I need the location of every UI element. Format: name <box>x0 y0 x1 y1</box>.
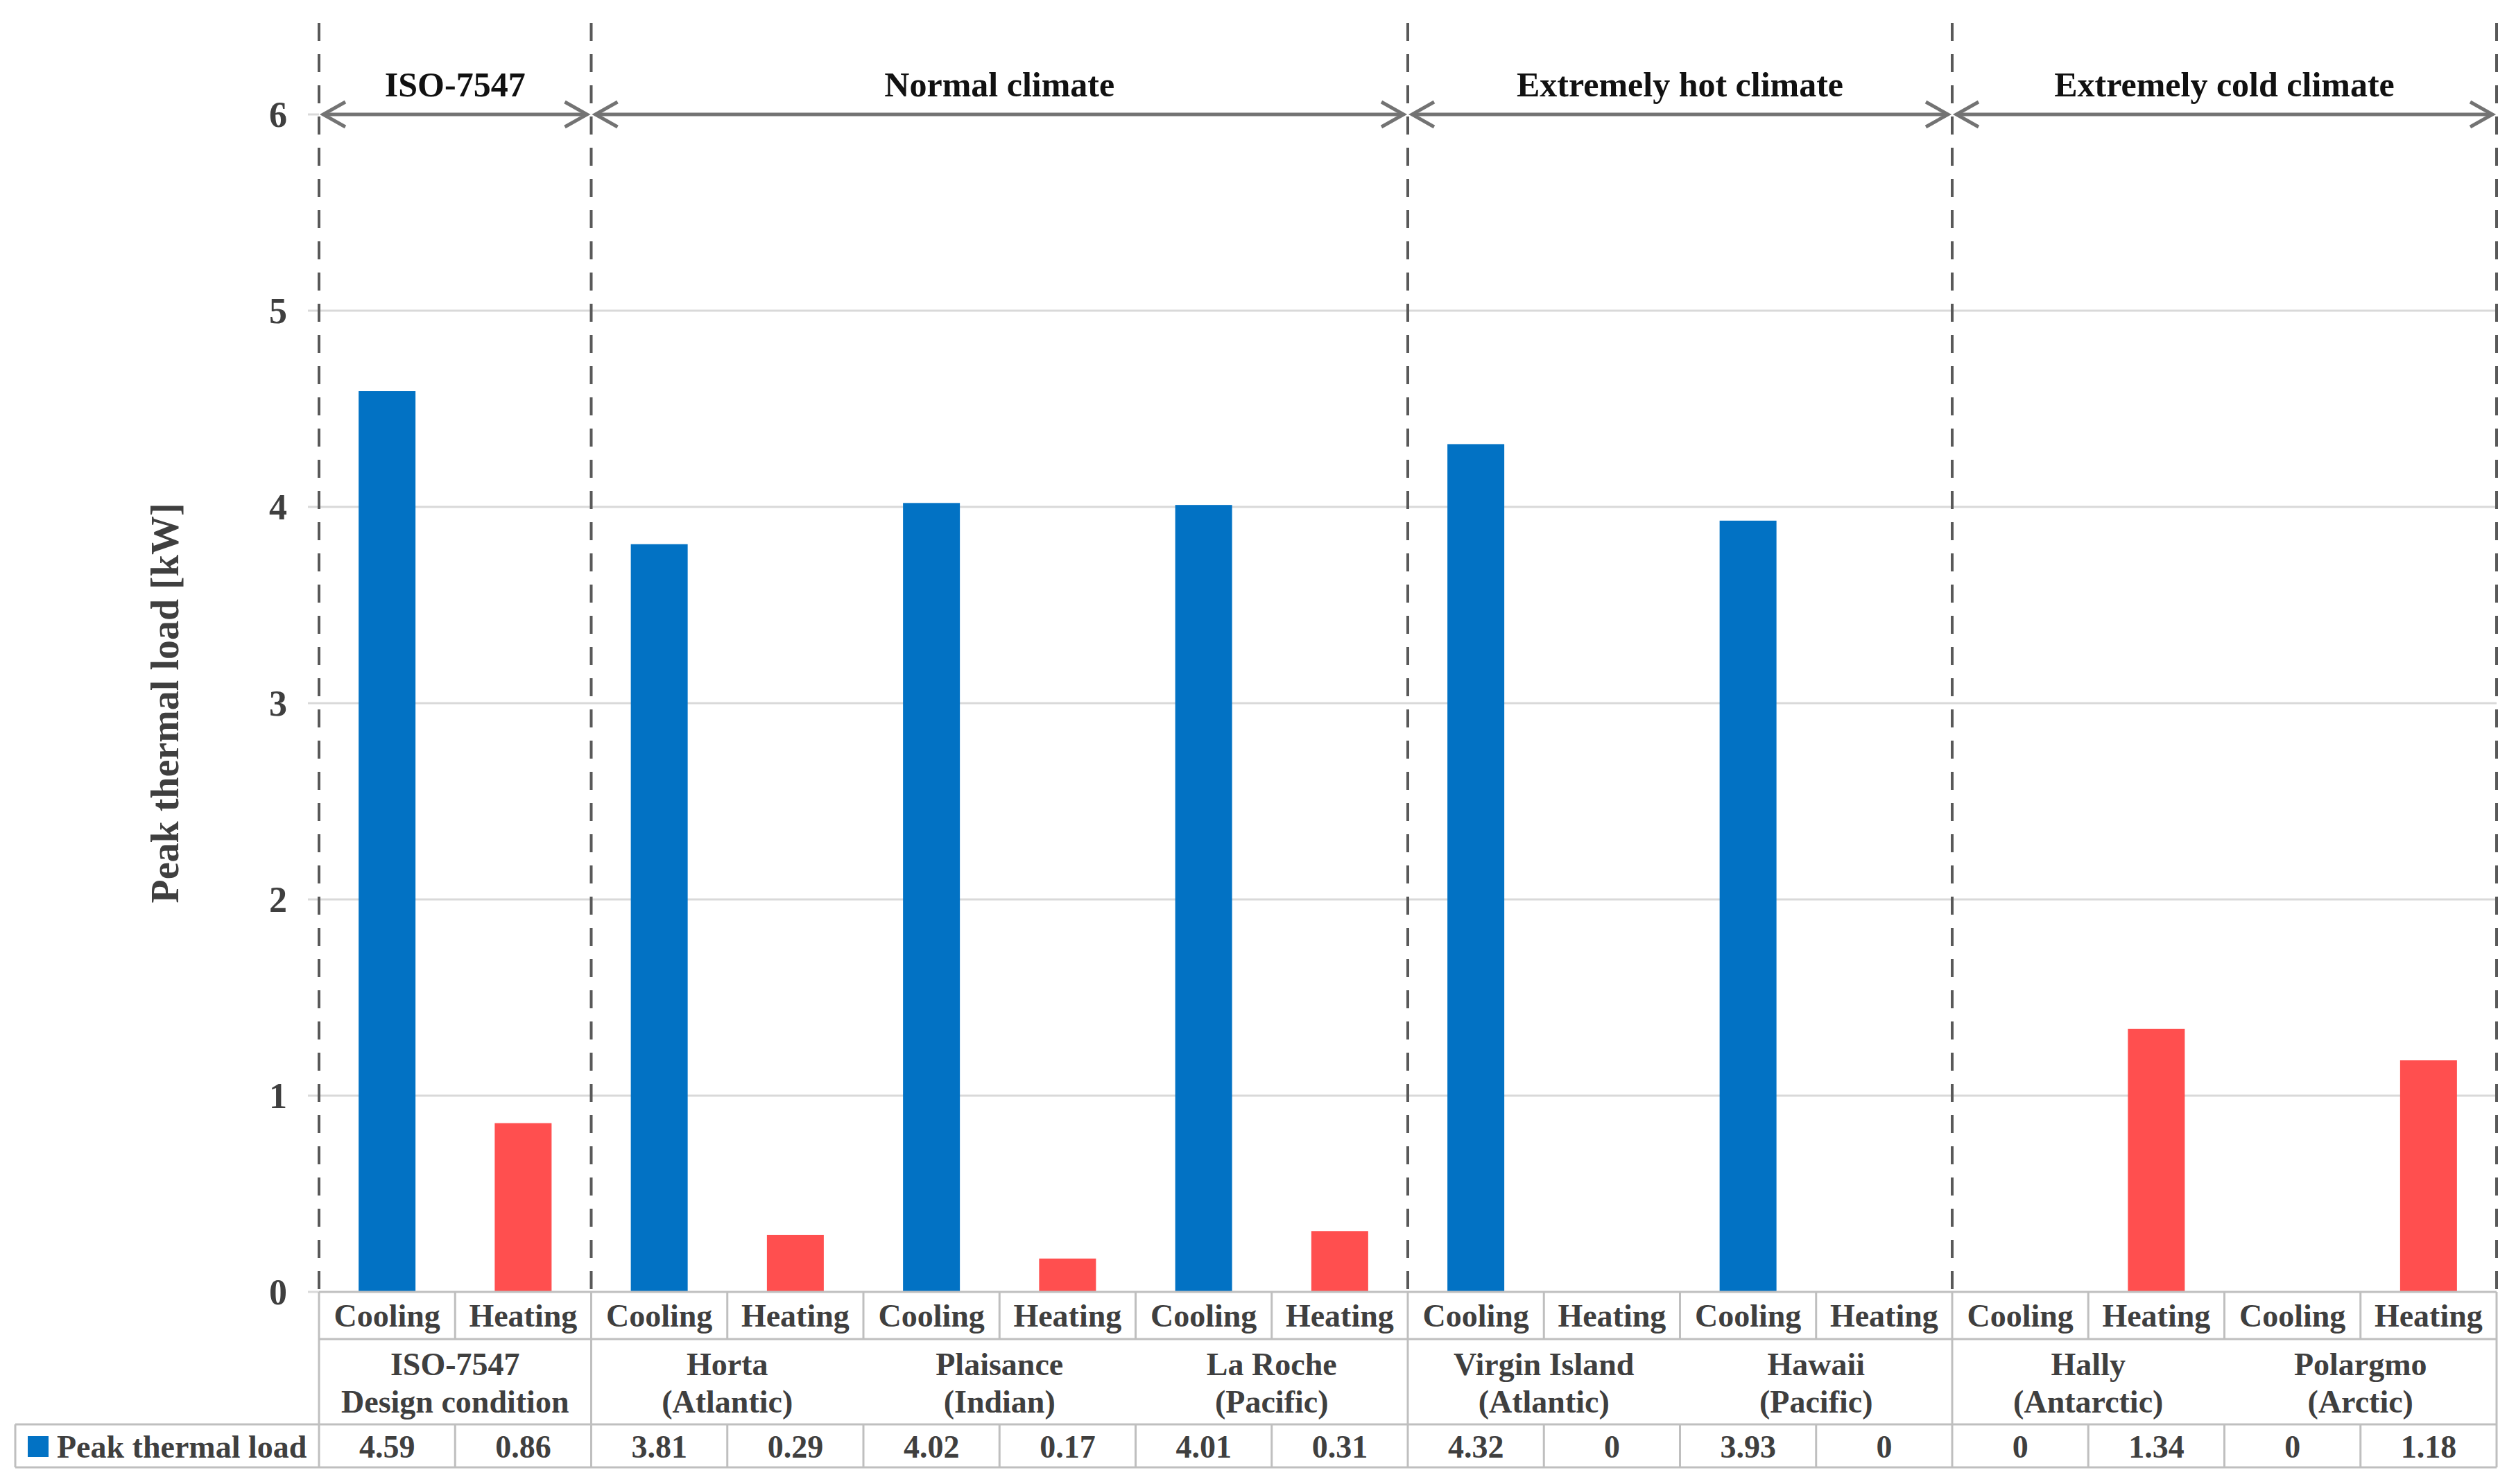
series-header-cell-heating: Heating <box>1286 1298 1394 1334</box>
section-header-label: Extremely hot climate <box>1517 65 1843 104</box>
heating-value-cell: 0 <box>1604 1429 1620 1465</box>
y-tick-label-0: 0 <box>269 1272 287 1312</box>
location-name-line1: Hawaii <box>1767 1347 1865 1382</box>
location-name-line2: (Arctic) <box>2308 1384 2413 1420</box>
cooling-value-cell: 3.93 <box>1720 1429 1776 1465</box>
y-tick-label-2: 2 <box>269 880 287 920</box>
location-name-line1: ISO-7547 <box>390 1347 520 1382</box>
series-header-cell-heating: Heating <box>2102 1298 2210 1334</box>
heating-bar <box>494 1123 551 1292</box>
series-header-cell-cooling: Cooling <box>1151 1298 1257 1334</box>
heating-bar <box>2128 1029 2185 1292</box>
series-header-cell-heating: Heating <box>2375 1298 2483 1334</box>
series-header-cell-cooling: Cooling <box>1422 1298 1528 1334</box>
heating-value-cell: 0 <box>1876 1429 1892 1465</box>
section-header-label: Normal climate <box>884 65 1114 104</box>
section-range-arrow <box>323 102 587 127</box>
location-name-line2: (Indian) <box>944 1384 1055 1420</box>
heating-value-cell: 1.18 <box>2401 1429 2457 1465</box>
cooling-value-cell: 4.59 <box>359 1429 415 1465</box>
section-range-arrow <box>596 102 1404 127</box>
cooling-value-cell: 4.02 <box>904 1429 960 1465</box>
series-header-cell-cooling: Cooling <box>334 1298 440 1334</box>
cooling-bar <box>1447 444 1504 1292</box>
cooling-value-cell: 0 <box>2013 1429 2028 1465</box>
series-header-cell-heating: Heating <box>1558 1298 1666 1334</box>
series-header-cell-heating: Heating <box>1013 1298 1121 1334</box>
location-name-line2: (Atlantic) <box>662 1384 793 1420</box>
series-header-cell-cooling: Cooling <box>606 1298 712 1334</box>
cooling-value-cell: 4.32 <box>1448 1429 1504 1465</box>
heating-value-cell: 0.31 <box>1312 1429 1368 1465</box>
series-header-cell-heating: Heating <box>741 1298 850 1334</box>
y-tick-label-5: 5 <box>269 291 287 331</box>
cooling-bar <box>631 544 688 1292</box>
section-range-arrow <box>1956 102 2492 127</box>
legend-label: Peak thermal load <box>57 1429 307 1465</box>
heating-value-cell: 1.34 <box>2128 1429 2185 1465</box>
location-name-line2: (Atlantic) <box>1479 1384 1610 1420</box>
chart-page: 0 1 2 3 4 5 6 ISO-7547 Normal climate Extremely h… <box>0 0 2516 1484</box>
cooling-bar <box>1720 521 1777 1292</box>
location-name-line1: Plaisance <box>936 1347 1063 1382</box>
cooling-bar <box>903 503 960 1292</box>
heating-value-cell: 0.86 <box>495 1429 551 1465</box>
y-tick-label-6: 6 <box>269 95 287 135</box>
heating-value-cell: 0.17 <box>1040 1429 1096 1465</box>
location-name-line2: (Pacific) <box>1759 1384 1872 1420</box>
heating-bar <box>1039 1259 1096 1292</box>
series-header-cell-heating: Heating <box>469 1298 577 1334</box>
heating-bar <box>767 1235 824 1292</box>
cooling-bar <box>359 391 415 1292</box>
location-name-line1: Polargmo <box>2294 1347 2427 1382</box>
y-tick-label-1: 1 <box>269 1076 287 1116</box>
heating-bar <box>1311 1231 1368 1292</box>
heating-bar <box>2400 1060 2457 1292</box>
y-axis-title: Peak thermal load [kW] <box>144 503 187 903</box>
cooling-value-cell: 0 <box>2284 1429 2300 1465</box>
series-header-cell-cooling: Cooling <box>2239 1298 2345 1334</box>
y-tick-label-4: 4 <box>269 488 287 527</box>
legend-swatch <box>28 1436 49 1457</box>
location-name-line2: (Pacific) <box>1215 1384 1328 1420</box>
location-name-line1: La Roche <box>1207 1347 1337 1382</box>
section-header-label: Extremely cold climate <box>2054 65 2395 104</box>
y-tick-label-3: 3 <box>269 684 287 723</box>
cooling-value-cell: 4.01 <box>1175 1429 1232 1465</box>
location-name-line1: Virgin Island <box>1454 1347 1635 1382</box>
cooling-value-cell: 3.81 <box>631 1429 687 1465</box>
series-header-cell-cooling: Cooling <box>878 1298 984 1334</box>
location-name-line2: (Antarctic) <box>2013 1384 2163 1420</box>
section-header-label: ISO-7547 <box>385 65 526 104</box>
peak-thermal-load-bar-chart: 0 1 2 3 4 5 6 ISO-7547 Normal climate Extremely h… <box>0 0 2516 1484</box>
location-name-line1: Hally <box>2051 1347 2126 1382</box>
location-name-line1: Horta <box>687 1347 768 1382</box>
heating-value-cell: 0.29 <box>768 1429 824 1465</box>
section-range-arrow <box>1412 102 1948 127</box>
series-header-cell-heating: Heating <box>1830 1298 1938 1334</box>
series-header-cell-cooling: Cooling <box>1967 1298 2073 1334</box>
series-header-cell-cooling: Cooling <box>1695 1298 1801 1334</box>
cooling-bar <box>1175 505 1232 1292</box>
location-name-line2: Design condition <box>341 1384 569 1420</box>
